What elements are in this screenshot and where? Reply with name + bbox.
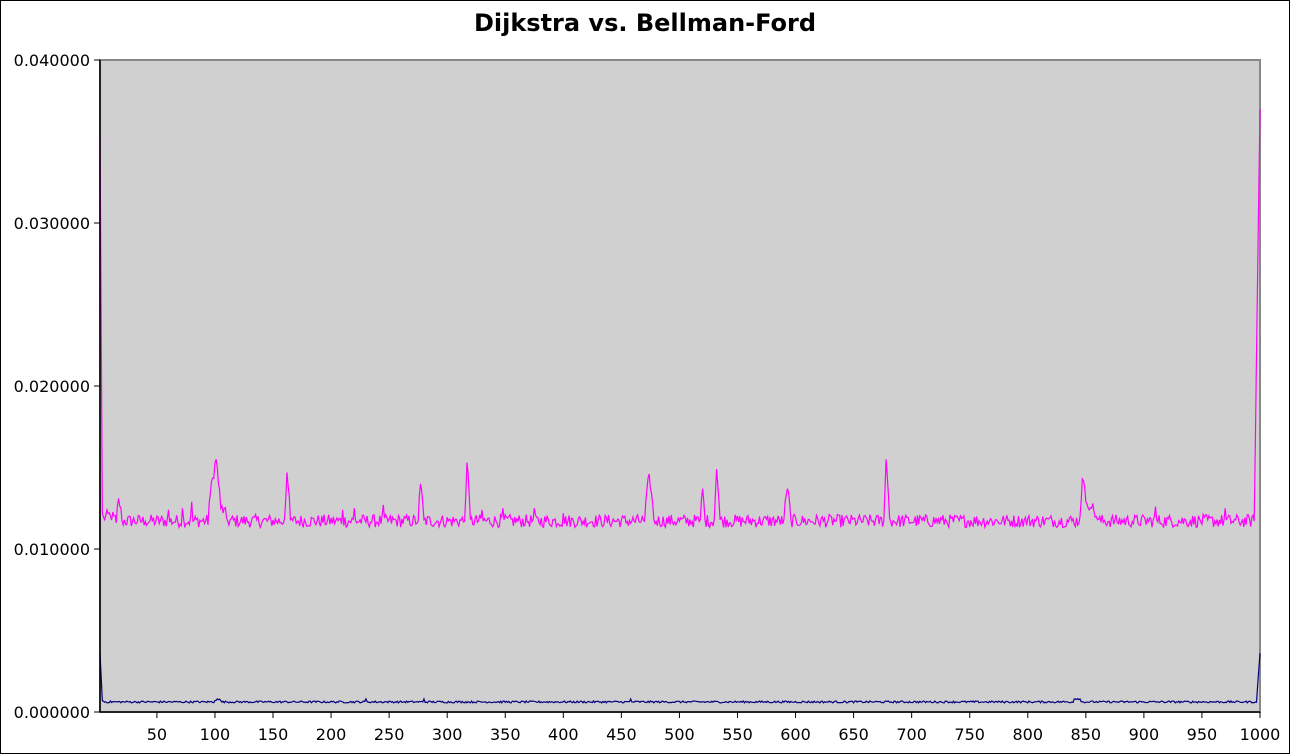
x-tick-label: 50 [147,725,167,744]
x-tick-label: 500 [664,725,695,744]
series-line-2 [99,653,1261,704]
y-tick-label: 0.040000 [14,51,90,70]
plot-area [99,59,1261,713]
x-tick-label: 450 [606,725,637,744]
x-tick-label: 850 [1071,725,1102,744]
x-tick-label: 1000 [1240,725,1281,744]
x-tick-label: 950 [1187,725,1218,744]
x-tick-label: 100 [200,725,231,744]
y-tick-label: 0.020000 [14,377,90,396]
x-tick-label: 400 [548,725,579,744]
series-line-1 [99,108,1261,530]
x-tick-label: 650 [838,725,869,744]
axes-layer: 0.000000 0.010000 0.020000 0.030000 0.040000… [14,51,1281,744]
x-tick-label: 800 [1012,725,1043,744]
x-tick-label: 200 [316,725,347,744]
x-tick-label: 300 [432,725,463,744]
chart-title: Dijkstra vs. Bellman-Ford [473,9,817,37]
y-tick-label: 0.030000 [14,214,90,233]
x-tick-label: 150 [258,725,289,744]
x-tick-label: 250 [374,725,405,744]
x-tick-label: 900 [1129,725,1160,744]
y-tick-label: 0.010000 [14,540,90,559]
y-tick-label: 0.000000 [14,703,90,722]
series-layer [99,108,1261,704]
x-tick-label: 350 [490,725,521,744]
x-tick-label: 550 [722,725,753,744]
x-tick-label: 700 [896,725,927,744]
x-tick-label: 750 [954,725,985,744]
x-tick-label: 600 [780,725,811,744]
